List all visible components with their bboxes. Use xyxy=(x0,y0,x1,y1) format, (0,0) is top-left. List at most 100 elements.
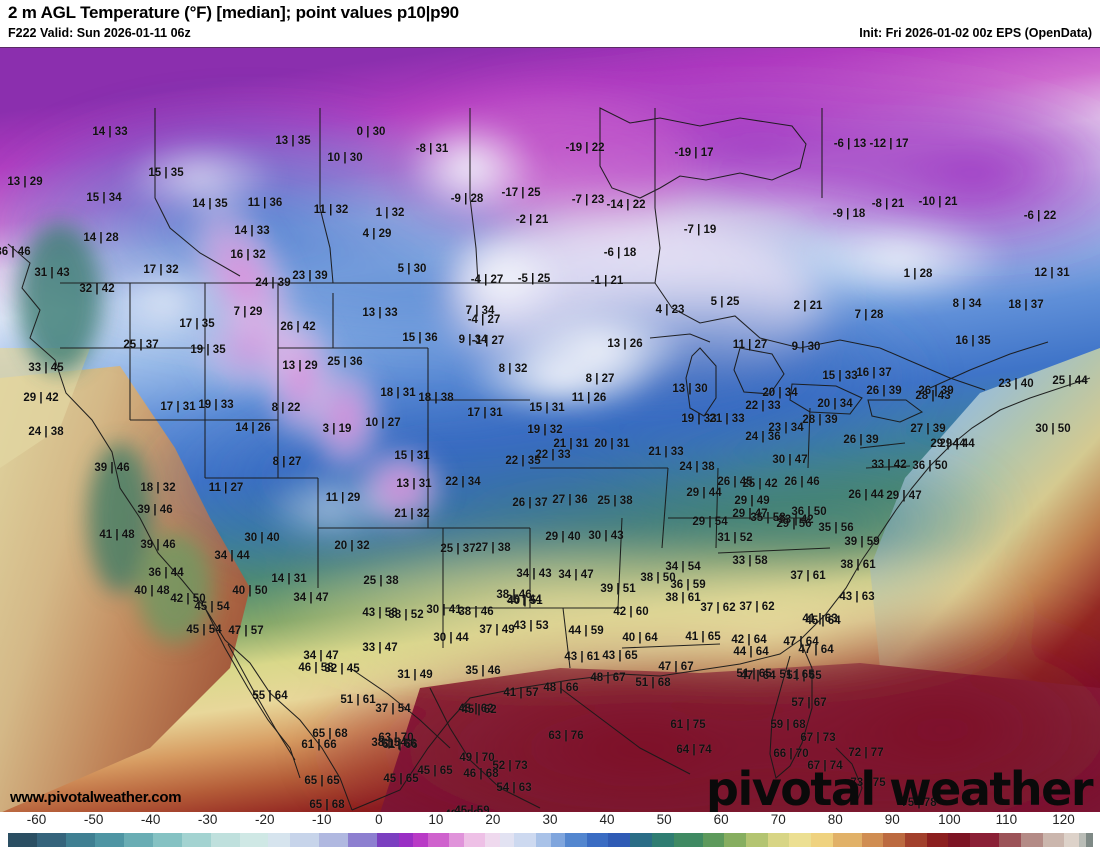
colorbar-segment xyxy=(593,833,602,847)
point-value-label: 17 | 31 xyxy=(160,401,196,413)
point-value-label: 61 | 66 xyxy=(382,739,418,751)
point-value-label: 16 | 35 xyxy=(955,335,991,347)
colorbar-segment xyxy=(348,833,356,847)
point-value-label: 24 | 38 xyxy=(679,461,715,473)
colorbar-segment xyxy=(130,833,139,847)
colorbar-segment xyxy=(557,833,566,847)
colorbar-tick: 110 xyxy=(995,812,1018,827)
colorbar-segment xyxy=(355,833,363,847)
point-value-label: 3 | 19 xyxy=(322,423,352,435)
colorbar-segment xyxy=(839,833,848,847)
colorbar-segment xyxy=(745,833,754,847)
point-value-label: 23 | 34 xyxy=(768,422,804,434)
point-value-label: 13 | 35 xyxy=(275,135,311,147)
point-value-label: 13 | 26 xyxy=(607,338,643,350)
colorbar-segment xyxy=(499,833,508,847)
point-value-label: 40 | 64 xyxy=(622,632,658,644)
point-value-label: -19 | 17 xyxy=(674,147,714,159)
point-value-label: 33 | 45 xyxy=(28,362,64,374)
point-value-label: 25 | 37 xyxy=(440,543,476,555)
colorbar-segment xyxy=(999,833,1007,847)
point-value-label: 8 | 27 xyxy=(272,456,302,468)
point-value-label: -8 | 21 xyxy=(871,198,905,210)
colorbar-segment xyxy=(789,833,797,847)
colorbar-segment xyxy=(485,833,493,847)
point-value-label: 22 | 34 xyxy=(445,476,481,488)
point-value-label: 36 | 46 xyxy=(0,246,31,258)
colorbar-tick: -50 xyxy=(83,812,104,827)
point-value-label: 65 | 68 xyxy=(309,799,345,811)
colorbar-segment xyxy=(847,833,855,847)
point-value-label: 19 | 33 xyxy=(681,413,717,425)
colorbar-segment xyxy=(492,833,500,847)
point-value-label: -9 | 28 xyxy=(450,193,484,205)
point-value-label: -8 | 31 xyxy=(415,143,449,155)
point-value-label: 51 | 65 xyxy=(779,669,815,681)
point-value-label: 39 | 46 xyxy=(94,462,130,474)
point-value-label: -10 | 21 xyxy=(918,196,958,208)
point-value-label: 34 | 47 xyxy=(293,592,329,604)
colorbar-segment xyxy=(427,833,435,847)
point-value-label: 48 | 67 xyxy=(590,672,626,684)
point-value-label: 27 | 38 xyxy=(475,542,511,554)
colorbar-segment xyxy=(962,833,971,847)
point-value-label: 34 | 44 xyxy=(214,550,250,562)
point-value-label: 11 | 27 xyxy=(732,339,768,351)
point-value-label: 22 | 33 xyxy=(535,449,571,461)
point-value-label: 45 | 64 xyxy=(805,615,841,627)
colorbar-tick: 30 xyxy=(542,812,558,827)
point-value-label: 48 | 66 xyxy=(543,682,579,694)
colorbar-segment xyxy=(673,833,681,847)
colorbar-segment xyxy=(760,833,768,847)
colorbar-segment xyxy=(1085,833,1094,847)
colorbar-segment xyxy=(753,833,761,847)
colorbar-segment xyxy=(688,833,696,847)
point-value-label: 15 | 31 xyxy=(394,450,430,462)
point-value-label: 30 | 50 xyxy=(1035,423,1071,435)
colorbar-segment xyxy=(716,833,725,847)
colorbar-segment xyxy=(116,833,124,847)
colorbar-segment xyxy=(507,833,515,847)
colorbar-segment xyxy=(608,833,616,847)
colorbar-tick: -10 xyxy=(312,812,332,827)
colorbar-segment xyxy=(268,833,276,847)
colorbar-tick: 90 xyxy=(884,812,900,827)
point-value-label: 11 | 29 xyxy=(325,492,361,504)
colorbar-tick: 10 xyxy=(428,812,444,827)
point-value-label: 15 | 33 xyxy=(822,370,858,382)
colorbar-segment xyxy=(1013,833,1021,847)
point-value-label: 27 | 39 xyxy=(910,423,946,435)
colorbar-segment xyxy=(340,833,349,847)
point-value-label: 29 | 47 xyxy=(732,508,768,520)
point-value-label: 37 | 49 xyxy=(479,624,515,636)
colorbar-segment xyxy=(897,833,906,847)
colorbar-tick: -60 xyxy=(26,812,47,827)
colorbar-segment xyxy=(1035,833,1043,847)
point-value-label: 35 | 56 xyxy=(818,522,854,534)
colorbar-segment xyxy=(22,833,30,847)
point-value-label: 30 | 43 xyxy=(588,530,624,542)
point-value-label: 28 | 39 xyxy=(802,414,838,426)
colorbar-segment xyxy=(984,833,992,847)
point-value-label: 30 | 40 xyxy=(244,532,280,544)
point-value-label: 67 | 74 xyxy=(807,760,843,772)
colorbar-segment xyxy=(471,833,479,847)
point-value-label: 35 | 44 xyxy=(506,594,542,606)
point-value-label: 39 | 59 xyxy=(844,536,880,548)
point-value-label: -12 | 17 xyxy=(869,138,909,150)
point-value-label: 18 | 32 xyxy=(140,482,176,494)
colorbar-segment xyxy=(51,833,59,847)
point-value-label: 26 | 45 xyxy=(717,476,753,488)
point-value-label: 42 | 64 xyxy=(731,634,767,646)
colorbar-segment xyxy=(1064,833,1072,847)
point-value-label: 25 | 44 xyxy=(1052,375,1088,387)
colorbar-tick-labels: -60 -50 -40 -30 -20 -10 0 10 20 30 40 50 60 70 80 90 100… xyxy=(0,812,1100,832)
point-value-label: 43 | 53 xyxy=(513,620,549,632)
point-value-label: 29 | 44 xyxy=(686,487,722,499)
colorbar-segment xyxy=(478,833,486,847)
point-value-label: 37 | 61 xyxy=(790,570,826,582)
colorbar-segment xyxy=(615,833,623,847)
point-value-label: 38 | 46 xyxy=(496,589,532,601)
colorbar[interactable]: -60 -50 -40 -30 -20 -10 0 10 20 30 40 50 60 70 80 90 100… xyxy=(0,812,1100,850)
